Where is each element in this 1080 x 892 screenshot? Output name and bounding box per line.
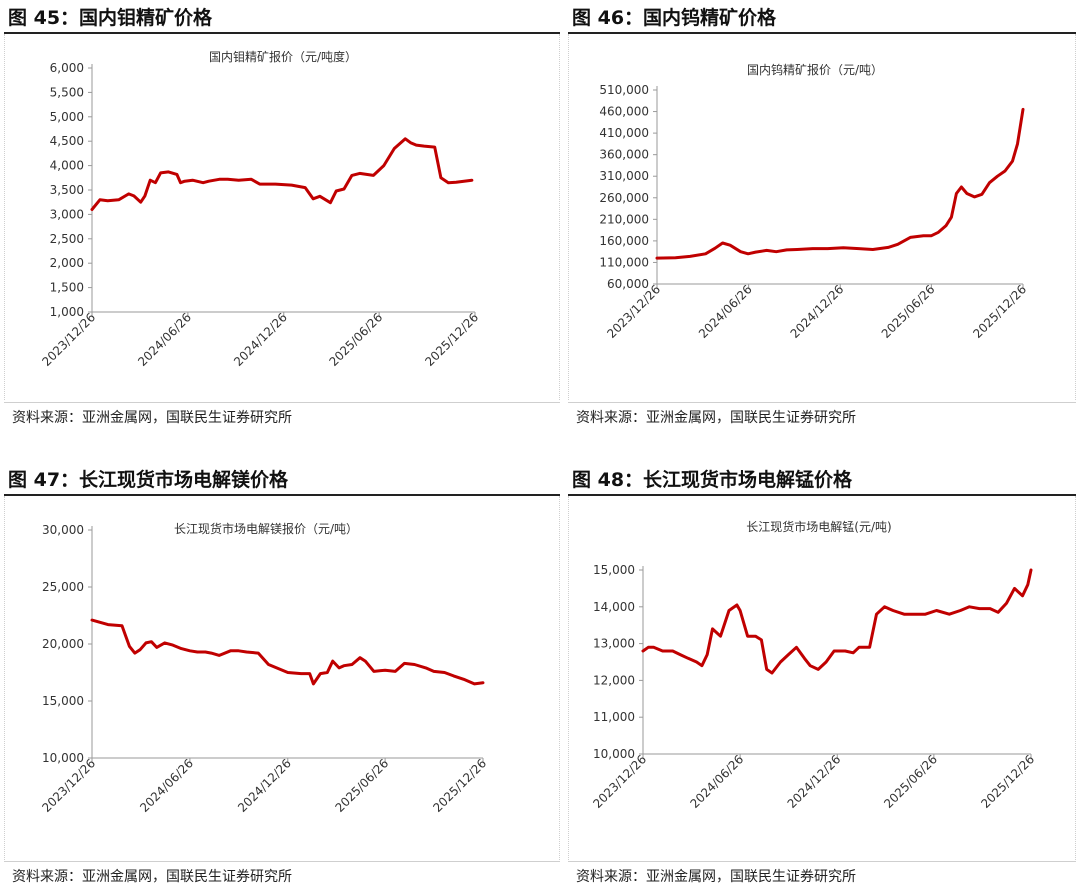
chart-area: 长江现货市场电解锰(元/吨) 15,000 14,000 13,000 12,000 11… — [568, 496, 1076, 860]
y-tick-label: 510,000 — [599, 83, 649, 97]
chart-area: 长江现货市场电解镁报价（元/吨） 30,000 25,000 20,000 15,000… — [4, 496, 560, 860]
y-tick-label: 15,000 — [42, 694, 84, 708]
y-tick-label: 10,000 — [593, 747, 635, 761]
y-tick-label: 4,000 — [50, 159, 84, 173]
y-tick-label: 410,000 — [599, 126, 649, 140]
figure-title: 图 46：国内钨精矿价格 — [568, 4, 1076, 34]
x-tick-label: 2024/12/26 — [235, 756, 294, 815]
x-tick-label: 2023/12/26 — [604, 282, 663, 341]
y-tick-label: 460,000 — [599, 105, 649, 119]
chart-title: 国内钨精矿报价（元/吨） — [747, 62, 883, 77]
y-tick-label: 310,000 — [599, 169, 649, 183]
chart-area: 国内钨精矿报价（元/吨） 510,000 460,000 410,000 360,000… — [568, 34, 1076, 400]
magnesium-chart: 长江现货市场电解镁报价（元/吨） 30,000 25,000 20,000 15,000… — [39, 521, 489, 815]
y-tick-label: 210,000 — [599, 212, 649, 226]
y-tick-label: 6,000 — [50, 61, 84, 75]
x-tick-label: 2025/06/26 — [326, 310, 385, 369]
x-tick-label: 2024/12/26 — [788, 282, 847, 341]
y-tick-label: 14,000 — [593, 600, 635, 614]
x-tick-label: 2025/12/26 — [422, 310, 481, 369]
y-tick-label: 160,000 — [599, 234, 649, 248]
figure-46-panel: 图 46：国内钨精矿价格 国内钨精矿报价（元/吨） 510,000 460,000 4… — [568, 4, 1076, 434]
series-line — [641, 568, 1033, 675]
y-tick-label: 11,000 — [593, 710, 635, 724]
figure-48-panel: 图 48：长江现货市场电解锰价格 长江现货市场电解锰(元/吨) 15,000 14,… — [568, 466, 1076, 891]
x-tick-label: 2024/06/26 — [135, 310, 194, 369]
y-tick-label: 3,000 — [50, 207, 84, 221]
x-tick-label: 2025/12/26 — [978, 752, 1037, 811]
x-tick-label: 2024/12/26 — [785, 752, 844, 811]
y-tick-label: 13,000 — [593, 637, 635, 651]
x-tick-label: 2023/12/26 — [39, 310, 98, 369]
y-tick-label: 5,500 — [50, 85, 84, 99]
y-tick-label: 1,500 — [50, 281, 84, 295]
source-note: 资料来源：亚洲金属网，国联民生证券研究所 — [4, 861, 560, 892]
series-line — [90, 618, 485, 686]
y-tick-label: 5,000 — [50, 110, 84, 124]
y-tick-label: 360,000 — [599, 148, 649, 162]
x-tick-label: 2023/12/26 — [39, 756, 98, 815]
source-note: 资料来源：亚洲金属网，国联民生证券研究所 — [568, 861, 1076, 892]
x-tick-label: 2024/06/26 — [696, 282, 755, 341]
x-tick-label: 2025/12/26 — [430, 756, 489, 815]
x-tick-label: 2023/12/26 — [590, 752, 649, 811]
y-tick-label: 260,000 — [599, 191, 649, 205]
x-tick-label: 2025/06/26 — [332, 756, 391, 815]
chart-title: 长江现货市场电解锰(元/吨) — [746, 519, 891, 534]
y-tick-label: 20,000 — [42, 637, 84, 651]
x-tick-label: 2024/06/26 — [137, 756, 196, 815]
figure-title: 图 48：长江现货市场电解锰价格 — [568, 466, 1076, 496]
figure-47-panel: 图 47：长江现货市场电解镁价格 长江现货市场电解镁报价（元/吨） 30,000 2… — [4, 466, 560, 891]
chart-title: 国内钼精矿报价（元/吨度） — [209, 49, 357, 64]
manganese-chart: 长江现货市场电解锰(元/吨) 15,000 14,000 13,000 12,000 11… — [590, 519, 1037, 811]
source-note: 资料来源：亚洲金属网，国联民生证券研究所 — [4, 402, 560, 433]
chart-title: 长江现货市场电解镁报价（元/吨） — [174, 521, 358, 536]
series-line — [655, 107, 1025, 260]
figure-45-panel: 图 45：国内钼精矿价格 国内钼精矿报价（元/吨度） 6,000 5,500 5,00… — [4, 4, 560, 434]
x-tick-label: 2025/12/26 — [970, 282, 1029, 341]
y-tick-label: 2,000 — [50, 256, 84, 270]
series-line — [90, 137, 474, 211]
source-note: 资料来源：亚洲金属网，国联民生证券研究所 — [568, 402, 1076, 433]
y-tick-label: 25,000 — [42, 580, 84, 594]
y-tick-label: 15,000 — [593, 563, 635, 577]
y-tick-label: 110,000 — [599, 255, 649, 269]
y-tick-label: 1,000 — [50, 305, 84, 319]
chart-area: 国内钼精矿报价（元/吨度） 6,000 5,500 5,000 4,500 4,000 3,… — [4, 34, 560, 400]
y-tick-label: 12,000 — [593, 673, 635, 687]
y-tick-label: 30,000 — [42, 523, 84, 537]
x-tick-label: 2025/06/26 — [881, 752, 940, 811]
molybdenum-concentrate-chart: 国内钼精矿报价（元/吨度） 6,000 5,500 5,000 4,500 4,000 3,… — [39, 49, 481, 369]
y-tick-label: 2,500 — [50, 232, 84, 246]
tungsten-concentrate-chart: 国内钨精矿报价（元/吨） 510,000 460,000 410,000 360,000… — [599, 62, 1029, 341]
x-tick-label: 2024/12/26 — [231, 310, 290, 369]
y-tick-label: 3,500 — [50, 183, 84, 197]
y-tick-label: 4,500 — [50, 134, 84, 148]
x-tick-label: 2025/06/26 — [879, 282, 938, 341]
x-tick-label: 2024/06/26 — [687, 752, 746, 811]
figure-title: 图 47：长江现货市场电解镁价格 — [4, 466, 560, 496]
y-tick-label: 60,000 — [607, 277, 649, 291]
figure-title: 图 45：国内钼精矿价格 — [4, 4, 560, 34]
y-tick-label: 10,000 — [42, 751, 84, 765]
